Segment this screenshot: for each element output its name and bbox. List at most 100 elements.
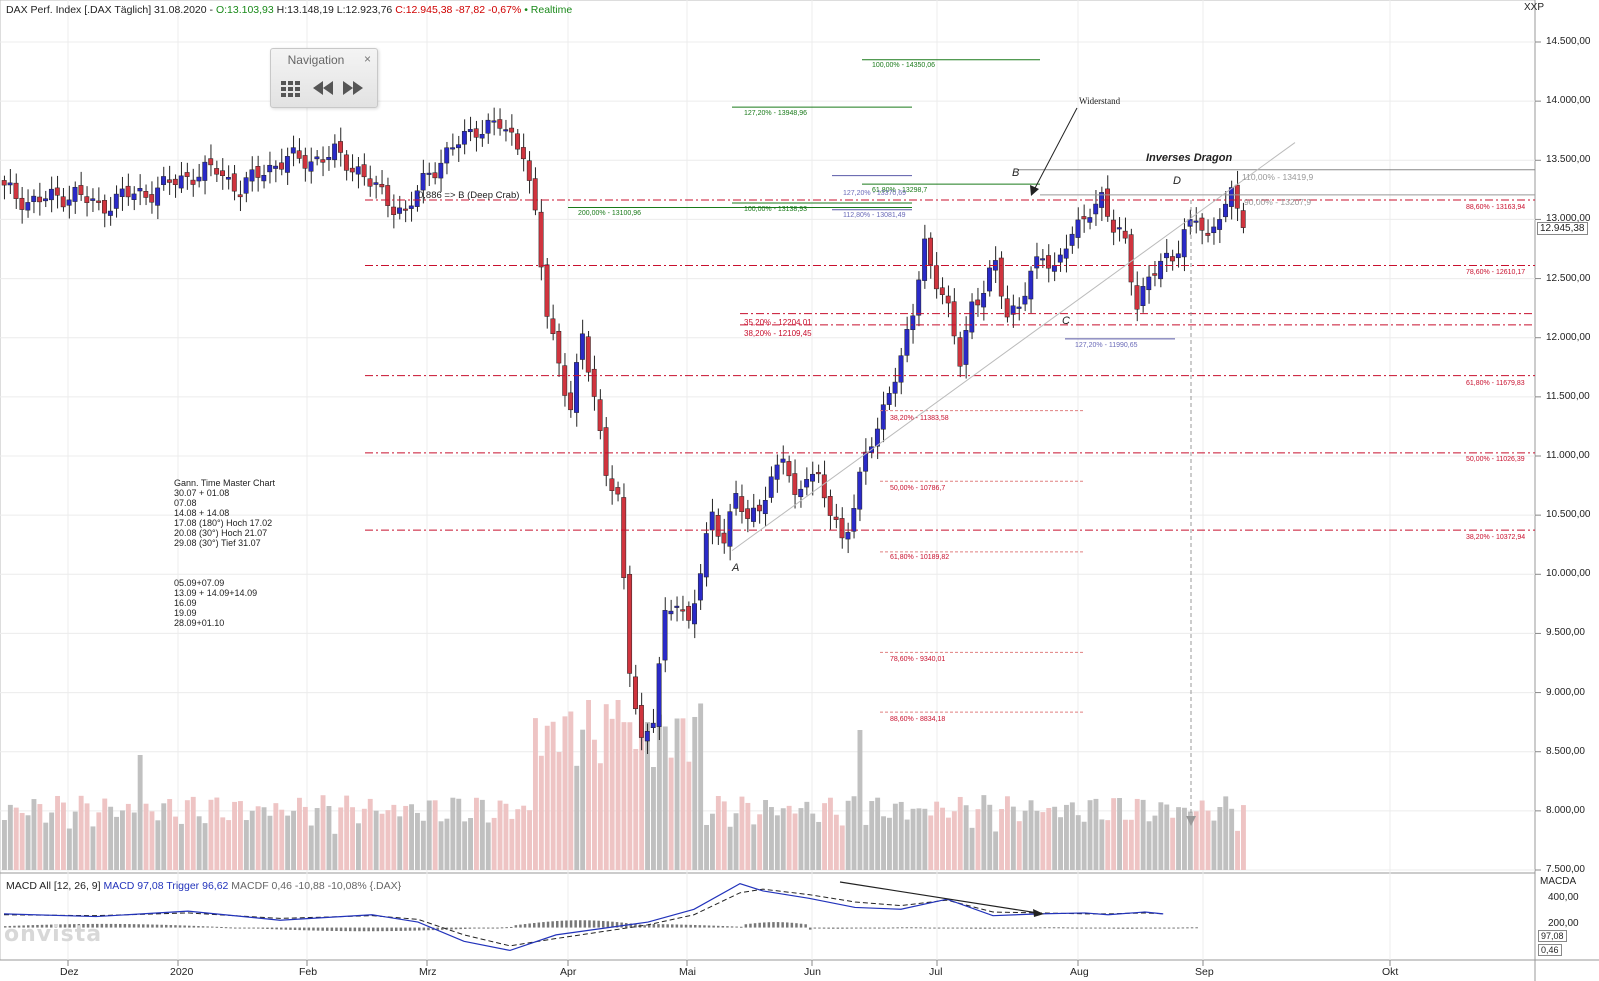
candle-body bbox=[461, 131, 467, 145]
volume-bar bbox=[444, 818, 450, 870]
candle-body bbox=[1046, 255, 1051, 269]
macd-histogram-bar bbox=[1006, 927, 1010, 929]
volume-bar bbox=[497, 800, 503, 870]
month-label: 2020 bbox=[170, 966, 194, 978]
candle-body bbox=[975, 299, 981, 306]
macd-histogram-bar bbox=[312, 927, 315, 931]
macd-histogram-bar bbox=[556, 920, 559, 928]
macd-histogram-bar bbox=[726, 926, 729, 928]
candle-body bbox=[332, 143, 338, 161]
volume-bar bbox=[261, 807, 267, 870]
volume-bar bbox=[839, 825, 845, 870]
macd-histogram-bar bbox=[1075, 927, 1079, 929]
candle-body bbox=[143, 191, 149, 198]
candle-body bbox=[603, 427, 609, 476]
candle-body bbox=[621, 497, 627, 578]
macdf-value: MACDF 0,46 -10,88 -10,08% {.DAX} bbox=[231, 880, 402, 892]
fast-forward-icon[interactable] bbox=[341, 77, 365, 99]
candle-body bbox=[231, 173, 237, 192]
macd-axis-title: MACDA bbox=[1540, 876, 1577, 887]
volume-bar bbox=[710, 813, 715, 870]
macd-histogram-bar bbox=[611, 921, 614, 928]
volume-bar bbox=[391, 804, 397, 870]
macd-histogram-bar bbox=[836, 927, 840, 929]
fib-blue-label: 127,20% - 13370,69 bbox=[843, 190, 907, 197]
candle-body bbox=[1063, 248, 1069, 259]
volume-bar bbox=[833, 814, 839, 870]
volume-bar bbox=[474, 797, 479, 870]
macd-histogram-bar bbox=[132, 924, 136, 928]
candle-body bbox=[149, 194, 155, 203]
macd-histogram-bar bbox=[542, 922, 545, 928]
candle-body bbox=[633, 676, 638, 710]
grid-icon[interactable] bbox=[279, 77, 303, 99]
macd-histogram-bar bbox=[574, 920, 577, 928]
macd-histogram-bar bbox=[289, 927, 292, 930]
macd-histogram-bar bbox=[657, 924, 660, 928]
candle-body bbox=[155, 187, 161, 206]
volume-bar bbox=[1229, 808, 1235, 870]
candle-body bbox=[910, 315, 916, 331]
macd-histogram-bar bbox=[40, 924, 44, 928]
rewind-icon[interactable] bbox=[311, 77, 335, 99]
macd-histogram-bar bbox=[901, 927, 904, 929]
volume-bar bbox=[137, 755, 143, 870]
arrow-head-icon bbox=[1033, 909, 1044, 917]
volume-bar bbox=[1064, 804, 1069, 870]
macd-histogram-bar bbox=[367, 927, 370, 932]
candle-body bbox=[981, 292, 987, 308]
macd-histogram-bar bbox=[224, 927, 228, 929]
point-a-label: A bbox=[732, 562, 740, 574]
volume-bar bbox=[503, 803, 509, 870]
candle-body bbox=[827, 496, 833, 516]
macd-histogram-bar bbox=[569, 920, 573, 928]
close-icon[interactable]: × bbox=[363, 52, 371, 66]
macd-histogram-bar bbox=[1195, 927, 1198, 929]
macd-histogram-bar bbox=[284, 927, 288, 930]
volume-bar bbox=[562, 716, 568, 870]
candle-body bbox=[880, 404, 886, 430]
point-d-label: D bbox=[1173, 175, 1181, 187]
macd-histogram-bar bbox=[551, 921, 554, 928]
volume-bar bbox=[279, 809, 285, 870]
volume-bar bbox=[1005, 796, 1010, 870]
volume-bar bbox=[603, 704, 609, 870]
candle-body bbox=[945, 295, 951, 304]
candle-body bbox=[922, 238, 928, 281]
volume-bar bbox=[609, 718, 615, 870]
volume-bar bbox=[131, 812, 137, 870]
candle-body bbox=[721, 532, 727, 544]
navigation-panel[interactable]: Navigation × bbox=[270, 48, 378, 108]
trend-line bbox=[731, 142, 1296, 552]
volume-bar bbox=[403, 805, 409, 870]
macd-histogram-bar bbox=[13, 925, 16, 928]
macd-histogram-bar bbox=[652, 924, 656, 928]
macd-histogram-bar bbox=[229, 927, 232, 929]
low-value: L:12.923,76 bbox=[336, 4, 393, 16]
price-tick-label: 8.500,00 bbox=[1546, 745, 1585, 757]
volume-bar bbox=[120, 810, 125, 870]
macd-histogram-bar bbox=[413, 927, 416, 931]
macd-histogram-bar bbox=[620, 922, 623, 928]
candle-body bbox=[473, 128, 479, 138]
candle-body bbox=[438, 162, 444, 179]
candle-body bbox=[1004, 298, 1010, 318]
macd-histogram-bar bbox=[17, 925, 21, 928]
macd-histogram-bar bbox=[1154, 927, 1157, 929]
volume-bar bbox=[114, 816, 119, 870]
candle-body bbox=[538, 211, 544, 268]
candle-body bbox=[420, 173, 426, 191]
candle-body bbox=[703, 533, 709, 578]
candle-body bbox=[579, 333, 585, 360]
volume-bar bbox=[1117, 798, 1122, 870]
candle-body bbox=[751, 507, 756, 522]
candle-body bbox=[792, 473, 798, 495]
macd-histogram-bar bbox=[717, 925, 720, 928]
volume-bar bbox=[863, 824, 869, 870]
macd-histogram-bar bbox=[243, 927, 246, 929]
candle-body bbox=[255, 166, 261, 178]
macd-histogram-bar bbox=[151, 924, 154, 928]
volume-bar bbox=[7, 804, 13, 870]
candle-body bbox=[851, 508, 857, 532]
